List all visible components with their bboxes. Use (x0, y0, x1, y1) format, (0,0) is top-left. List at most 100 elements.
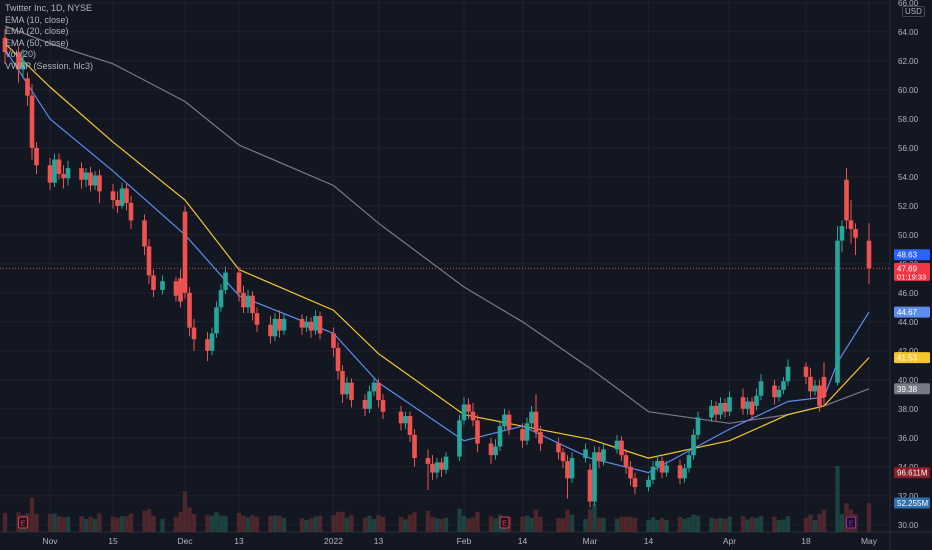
candle-body (403, 416, 408, 424)
volume-bar (236, 512, 242, 532)
volume-bar (209, 515, 215, 532)
candle-body (407, 416, 413, 435)
earnings-marker[interactable] (18, 516, 28, 529)
volume-bar (686, 517, 692, 532)
candle-body (691, 434, 696, 456)
currency-badge[interactable]: USD (902, 6, 925, 17)
x-tick-label: Apr (723, 536, 736, 546)
candle-body (88, 172, 93, 186)
volume-bar (173, 516, 179, 532)
x-tick-label: Nov (42, 536, 58, 546)
y-tick-label: 42.00 (898, 347, 919, 356)
earnings-marker[interactable] (846, 516, 856, 529)
candle-body (803, 366, 809, 377)
candle-body (682, 468, 687, 479)
volume-bar (691, 514, 696, 532)
volume-bar (560, 518, 566, 532)
volume-bar (61, 517, 66, 532)
candles[interactable] (2, 28, 872, 508)
price-label-box (894, 262, 930, 281)
volume-bar (83, 518, 89, 532)
volume-bar (524, 515, 530, 532)
candle-body (758, 381, 764, 396)
volume-bar (241, 515, 246, 532)
legend-volume[interactable]: Vol (20) (5, 49, 37, 59)
volume-bar (632, 517, 638, 532)
earnings-marker-label: E (502, 519, 507, 528)
candle-body (466, 404, 471, 412)
volume-bar (533, 509, 539, 532)
x-tick-label: Feb (457, 536, 472, 546)
volume-bar (470, 517, 476, 532)
candle-body (520, 429, 525, 441)
candle-body (128, 202, 134, 221)
candle-body (335, 347, 341, 372)
y-tick-label: 44.00 (898, 318, 919, 327)
y-tick-label: 32.00 (898, 492, 919, 501)
y-tick-label: 38.00 (898, 405, 919, 414)
candle-body (173, 281, 179, 296)
candle-body (277, 318, 282, 331)
candle-body (587, 469, 593, 502)
volume-bar (709, 517, 714, 532)
x-tick-label: Mar (583, 536, 598, 546)
candle-body (97, 175, 102, 192)
volume-bar (47, 514, 53, 532)
volume-bar (614, 518, 620, 532)
volume-bar (812, 520, 818, 532)
candle-body (241, 292, 246, 308)
candle-body (245, 295, 251, 308)
volume-bar (245, 517, 251, 532)
legend-ema50[interactable]: EMA (50, close) (5, 37, 69, 48)
chart-legend: Twitter Inc, 1D, NYSE EMA (10, close) EM… (5, 3, 93, 72)
y-tick-label: 50.00 (898, 231, 919, 240)
candle-body (25, 78, 30, 96)
x-tick-label: 14 (518, 536, 528, 546)
time-axis[interactable]: Nov 15 Dec 13 2022 13 Feb 14 Mar 14 Apr 18 May (42, 536, 877, 546)
volume-bar (808, 514, 813, 532)
legend-ema10[interactable]: EMA (10, close) (5, 14, 69, 25)
volume-bar (619, 516, 624, 532)
legend-ema20[interactable]: EMA (20, close) (5, 26, 69, 36)
x-tick-label: May (861, 536, 878, 546)
price-label-box (894, 306, 930, 318)
volume-bar (146, 509, 152, 532)
candle-body (533, 411, 539, 432)
candle-body (425, 458, 431, 464)
volume-bar (664, 520, 669, 532)
candle-body (817, 385, 822, 406)
candle-body (250, 295, 255, 314)
candle-body (502, 414, 507, 427)
y-tick-label: 52.00 (898, 202, 919, 211)
legend-title[interactable]: Twitter Inc, 1D, NYSE (5, 3, 93, 13)
candle-body (254, 313, 260, 325)
candle-body (52, 159, 57, 183)
candle-body (655, 460, 660, 467)
volume-bar (538, 516, 543, 532)
candle-body (524, 423, 530, 441)
volume-bar (628, 516, 633, 532)
y-tick-label: 64.00 (898, 28, 919, 37)
price-label-countdown: 01:19:33 (897, 272, 926, 281)
legend-vwap[interactable]: VWAP (Session, hlc3) (5, 60, 94, 71)
candle-body (848, 220, 854, 230)
volume-bar (268, 515, 273, 532)
candle-body (160, 281, 165, 290)
volume-bar (718, 517, 723, 532)
candle-body (664, 465, 669, 473)
candle-body (331, 333, 336, 348)
x-tick-label: 15 (108, 536, 118, 546)
candle-body (205, 339, 210, 351)
candle-body (497, 426, 503, 447)
earnings-marker[interactable] (499, 516, 510, 529)
volume-bar (443, 517, 449, 532)
y-tick-label: 46.00 (898, 289, 919, 298)
candle-body (839, 226, 845, 241)
volume-bar (488, 516, 494, 532)
candle-body (646, 479, 651, 488)
